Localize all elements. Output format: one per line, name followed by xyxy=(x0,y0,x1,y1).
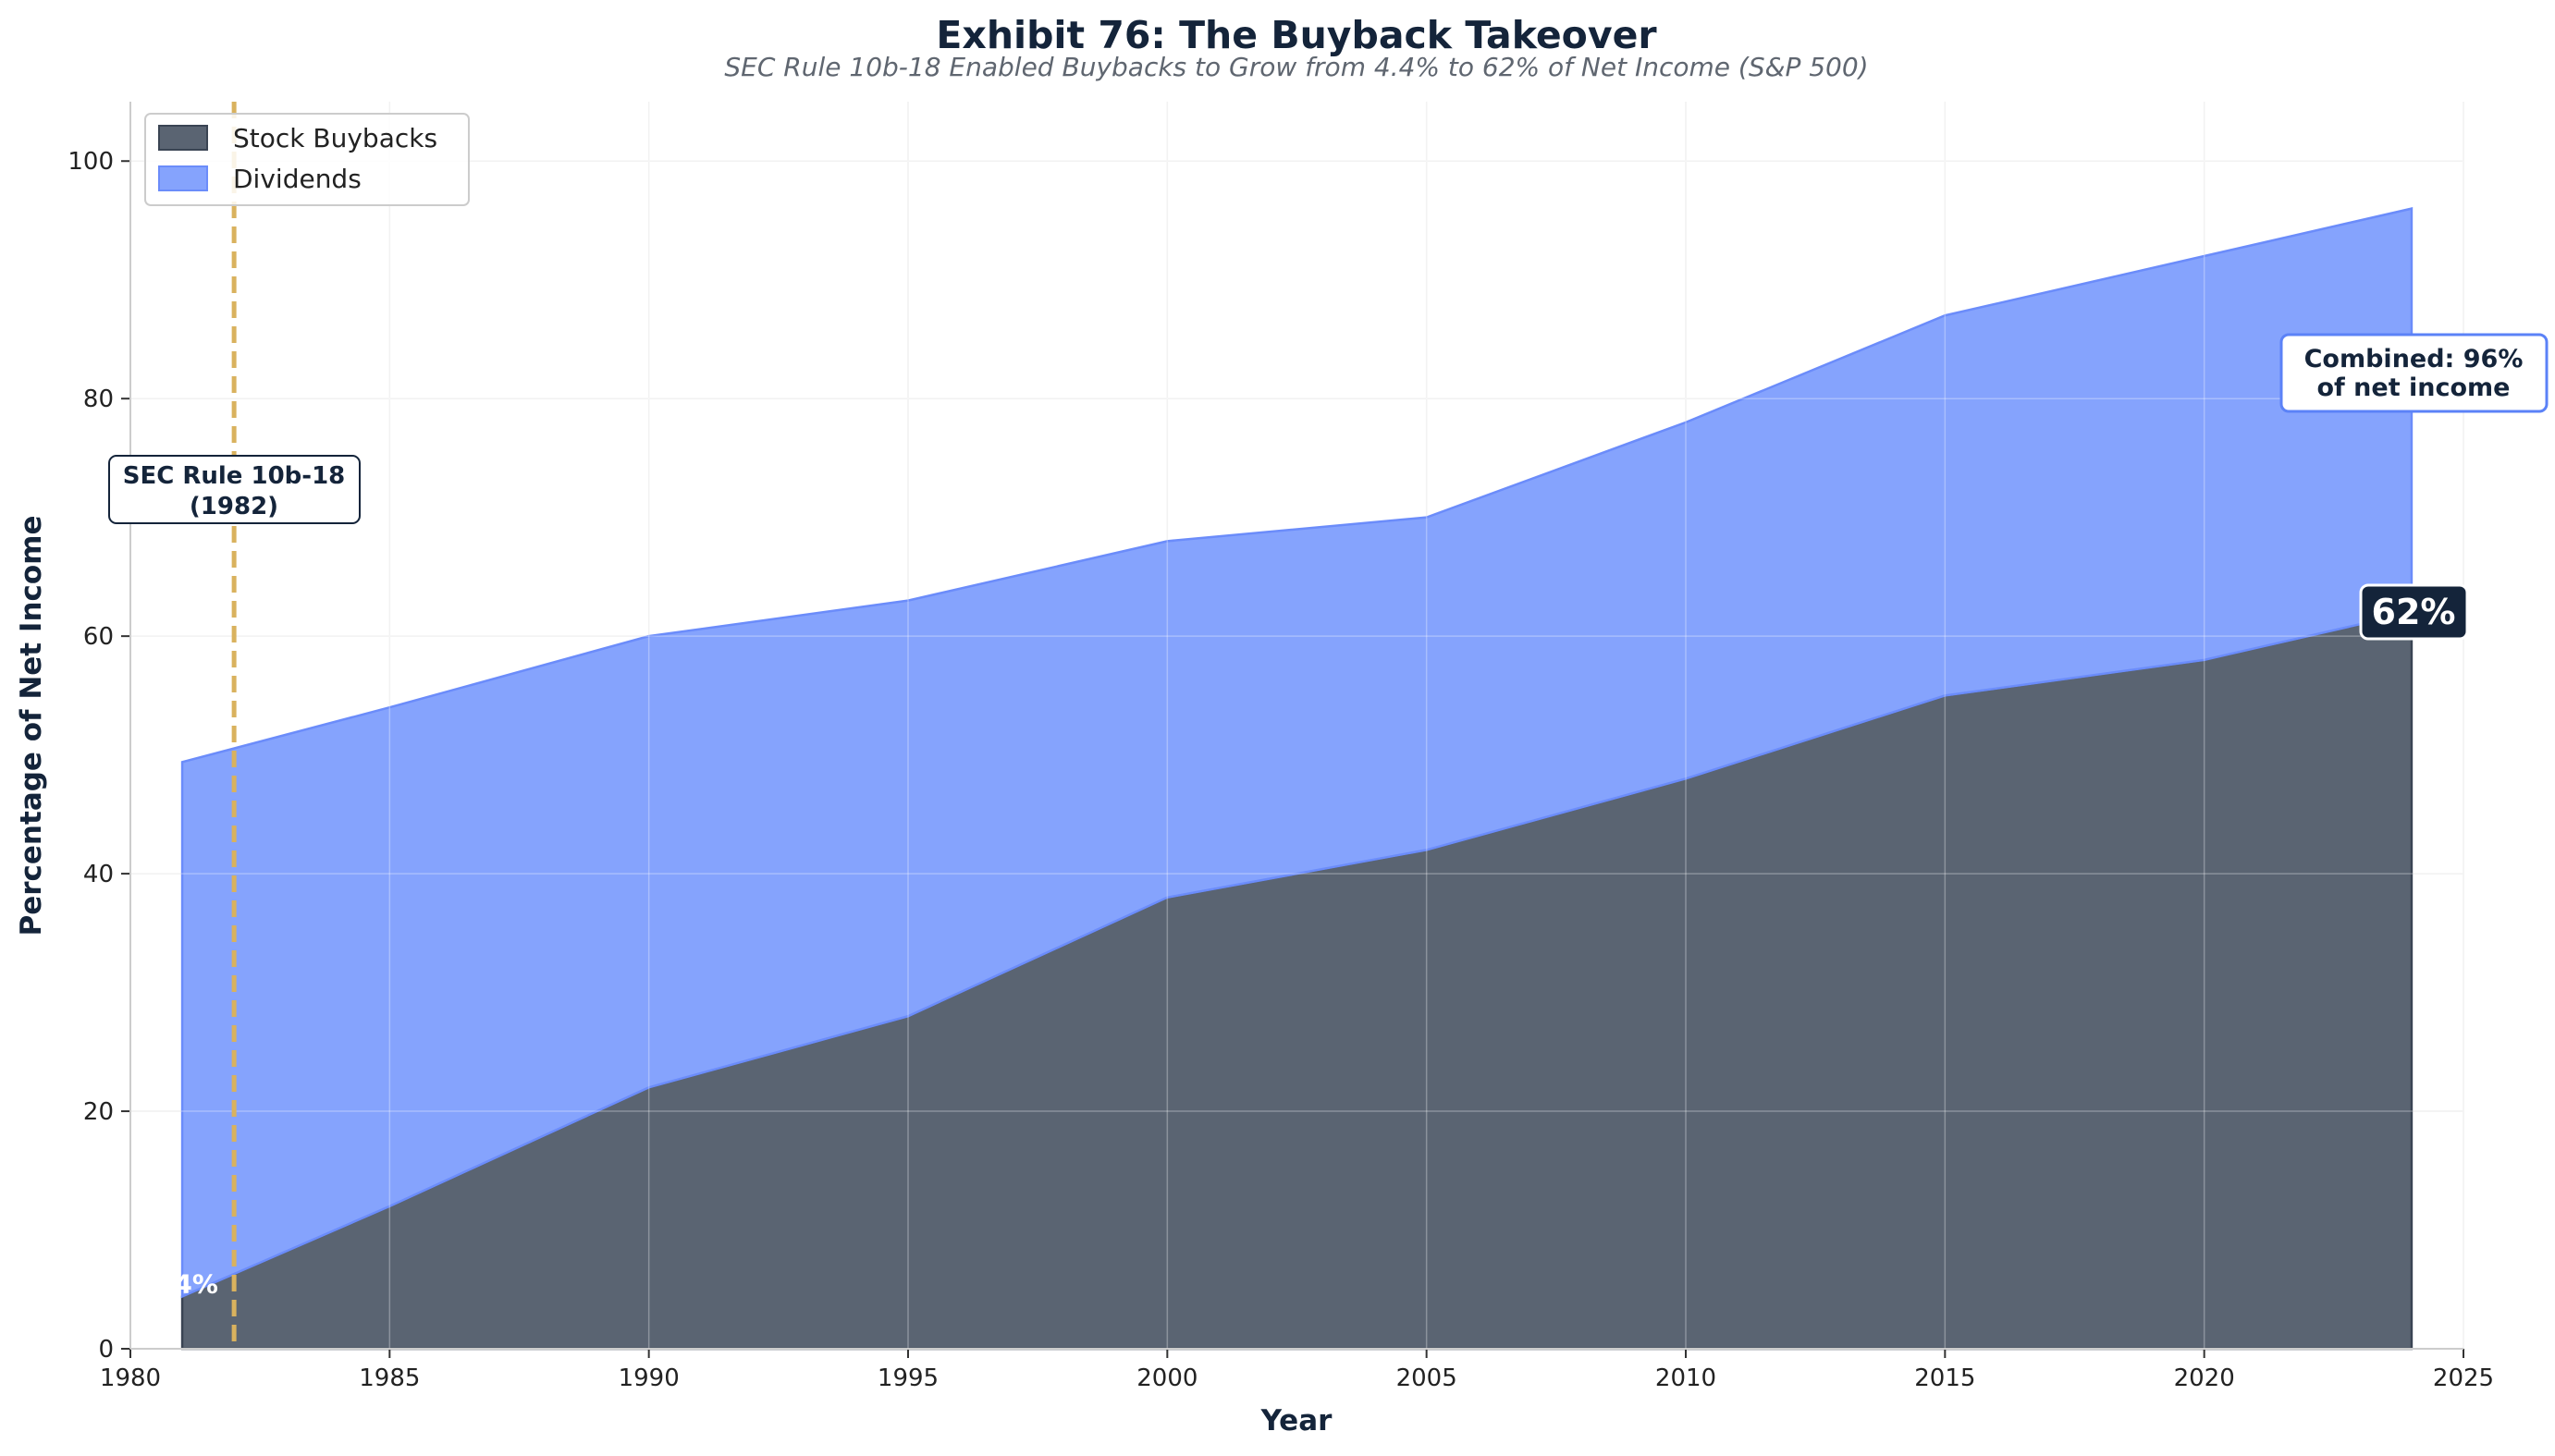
legend-label-dividends: Dividends xyxy=(233,164,362,194)
x-tick-label: 1980 xyxy=(100,1364,161,1392)
rule-annotation: SEC Rule 10b-18 (1982) xyxy=(108,455,361,524)
y-tick-label: 60 xyxy=(83,623,114,651)
rule-annotation-line1: SEC Rule 10b-18 xyxy=(123,462,346,490)
x-tick-label: 1990 xyxy=(619,1364,680,1392)
y-tick-label: 0 xyxy=(98,1336,114,1364)
chart-subtitle: SEC Rule 10b-18 Enabled Buybacks to Grow… xyxy=(724,52,1868,82)
y-tick-label: 80 xyxy=(83,385,114,413)
grid-overlay xyxy=(129,102,2464,1350)
y-tick-label: 100 xyxy=(68,148,114,176)
areas xyxy=(180,207,2414,1351)
x-tick-label: 2020 xyxy=(2174,1364,2235,1392)
x-tick-label: 2000 xyxy=(1136,1364,1198,1392)
combined-annotation: Combined: 96% of net income xyxy=(2279,333,2549,413)
combined-line1: Combined: 96% xyxy=(2304,345,2524,373)
x-tick-label: 1985 xyxy=(359,1364,420,1392)
x-axis-label: Year xyxy=(1260,1404,1333,1438)
rule-annotation-line2: (1982) xyxy=(190,493,278,520)
legend-label-buybacks: Stock Buybacks xyxy=(233,123,437,153)
x-tick-label: 2015 xyxy=(1914,1364,1975,1392)
axes: 0 20 40 60 80 100 1980 1985 1990 1995 2000 2005 2010… xyxy=(68,102,2494,1392)
legend-swatch-buybacks xyxy=(158,125,208,151)
x-tick-label: 1995 xyxy=(878,1364,939,1392)
x-tick-label: 2010 xyxy=(1655,1364,1716,1392)
chart-title: Exhibit 76: The Buyback Takeover xyxy=(936,13,1657,57)
legend-swatch-dividends xyxy=(158,165,208,191)
y-axis-label: Percentage of Net Income xyxy=(15,515,48,936)
start-value-label: 4.4% xyxy=(146,1268,218,1299)
end-value-label: 62% xyxy=(2372,592,2456,632)
y-tick-label: 20 xyxy=(83,1098,114,1126)
y-tick-label: 40 xyxy=(83,861,114,888)
end-value-annotation: 62% xyxy=(2359,583,2469,641)
legend: Stock Buybacks Dividends xyxy=(144,113,470,206)
x-tick-label: 2005 xyxy=(1396,1364,1457,1392)
x-tick-label: 2025 xyxy=(2433,1364,2494,1392)
combined-line2: of net income xyxy=(2316,373,2510,402)
